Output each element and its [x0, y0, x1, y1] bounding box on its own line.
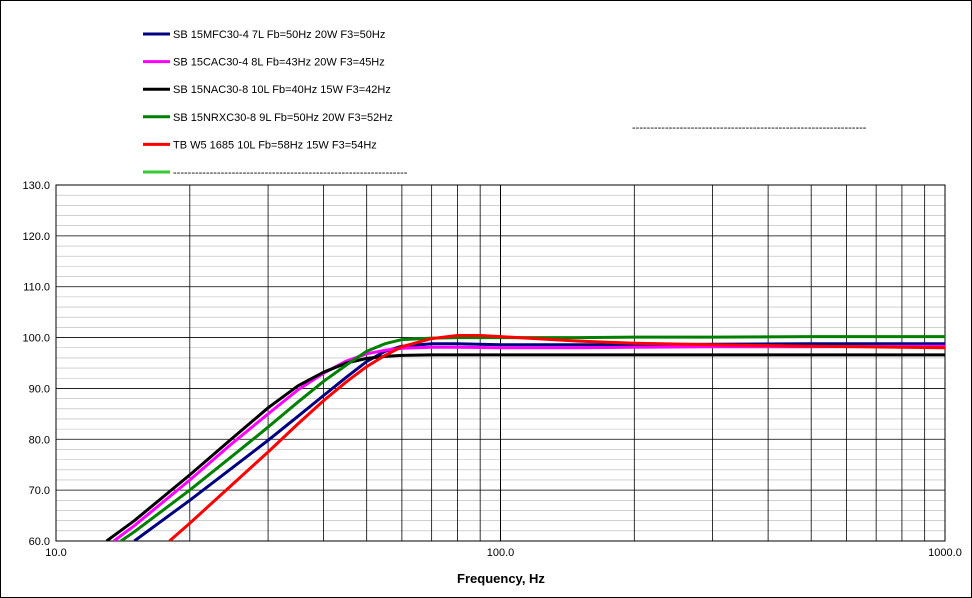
series-line-5 [168, 334, 945, 541]
grid-lines [55, 184, 946, 542]
series-line-2 [113, 344, 945, 541]
y-tick-label: 130.0 [22, 180, 50, 192]
y-tick-label: 100.0 [22, 333, 50, 345]
legend-label-5: TB W5 1685 10L Fb=58Hz 15W F3=54Hz [173, 139, 377, 151]
x-tick-labels: 10.0 100.0 1000.0 [45, 547, 962, 559]
series-line-1 [133, 342, 945, 541]
y-tick-label: 60.0 [29, 536, 50, 548]
y-tick-label: 110.0 [23, 282, 50, 294]
y-tick-label: 120.0 [22, 231, 50, 243]
x-tick-label: 10.0 [45, 547, 66, 559]
legend-label-3: SB 15NAC30-8 10L Fb=40Hz 15W F3=42Hz [173, 84, 391, 96]
legend: SB 15MFC30-4 7L Fb=50Hz 20W F3=50Hz SB 15… [143, 29, 408, 179]
y-tick-label: 90.0 [29, 383, 50, 395]
y-tick-labels: 60.0 70.0 80.0 90.0 100.0 110.0 120.0 130.0 [22, 180, 50, 548]
legend-label-1: SB 15MFC30-4 7L Fb=50Hz 20W F3=50Hz [173, 29, 385, 41]
series-line-3 [105, 353, 945, 541]
y-tick-label: 80.0 [29, 434, 50, 446]
x-axis-label: Frequency, Hz [457, 571, 545, 586]
plot-border [55, 184, 946, 542]
legend-label-2: SB 15CAC30-4 8L Fb=43Hz 20W F3=45Hz [173, 57, 385, 69]
series-lines [105, 334, 945, 541]
extra-dashed-label: ----------------------------------------… [632, 122, 867, 134]
legend-label-4: SB 15NRXC30-8 9L Fb=50Hz 20W F3=52Hz [173, 112, 393, 124]
legend-label-6: ----------------------------------------… [173, 167, 408, 179]
series-line-4 [120, 335, 945, 541]
x-tick-label: 1000.0 [928, 547, 962, 559]
x-tick-label: 100.0 [487, 547, 515, 559]
y-tick-label: 70.0 [29, 485, 50, 497]
